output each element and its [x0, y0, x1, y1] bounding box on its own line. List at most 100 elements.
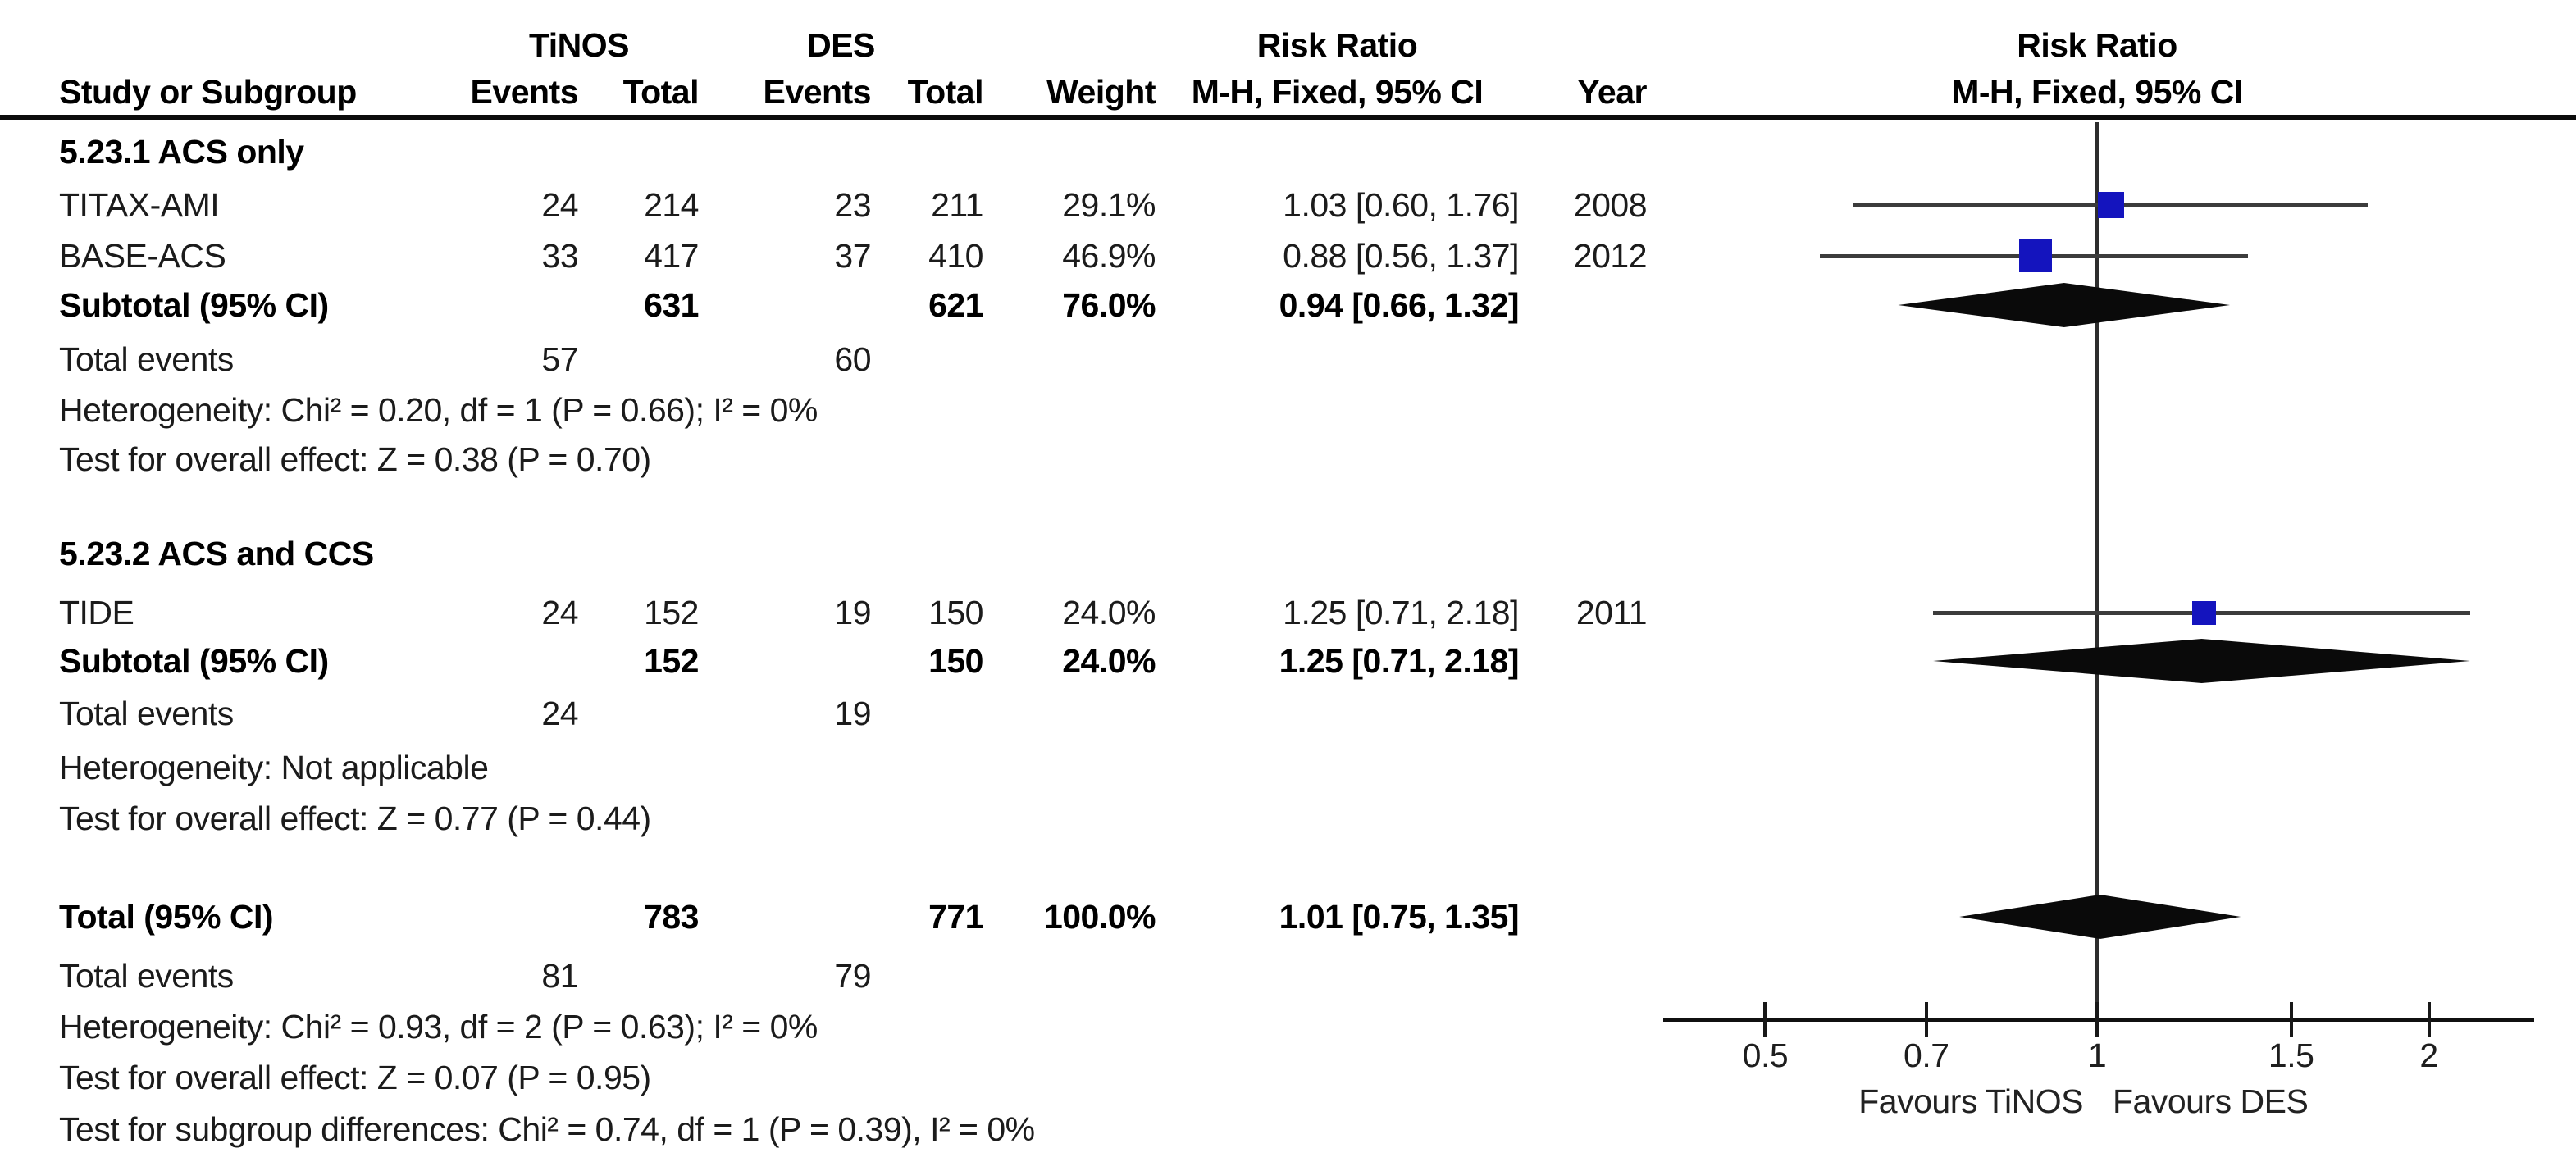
overall-effect-line-overall: Test for overall effect: Z = 0.07 (P = 0…	[59, 1059, 651, 1096]
axis-tick-label: 1	[2087, 1037, 2107, 1074]
total-tinos: 214	[644, 186, 699, 224]
subgroup-differences-line: Test for subgroup differences: Chi² = 0.…	[59, 1110, 1035, 1148]
total-events-tinos: 57	[541, 340, 578, 378]
total-events-des: 19	[834, 695, 871, 732]
total-des: 150	[928, 594, 983, 631]
subtotal-row-acs-only: Subtotal (95% CI) 631 621 76.0% 0.94 [0.…	[59, 284, 1647, 326]
overall-effect-line-acs-only: Test for overall effect: Z = 0.38 (P = 0…	[59, 440, 651, 478]
total-events-row-acs-only: Total events 57 60	[59, 338, 1647, 380]
column-header-group-tinos: TiNOS	[528, 26, 630, 64]
total-row: Total (95% CI) 783 771 100.0% 1.01 [0.75…	[59, 895, 1647, 938]
total-des: 211	[931, 186, 983, 224]
subtotal-row-acs-and-ccs: Subtotal (95% CI) 152 150 24.0% 1.25 [0.…	[59, 640, 1647, 682]
study-row-tide: TIDE 24 152 19 150 24.0% 1.25 [0.71, 2.1…	[59, 591, 1648, 634]
column-header-study: Study or Subgroup	[59, 73, 357, 111]
total-weight: 100.0%	[1043, 898, 1156, 936]
axis-tick	[2289, 1002, 2293, 1037]
events-des: 19	[834, 594, 871, 631]
subtotal-total-tinos: 631	[644, 286, 699, 324]
subtotal-total-des: 150	[928, 642, 983, 680]
axis-tick-label: 1.5	[2268, 1037, 2314, 1074]
year: 2011	[1575, 594, 1648, 631]
column-header-weight: Weight	[1046, 73, 1156, 111]
total-events-des: 60	[834, 340, 871, 378]
axis-tick	[2427, 1002, 2431, 1037]
subtotal-weight: 76.0%	[1062, 286, 1156, 324]
total-tinos: 152	[644, 594, 699, 631]
total-events-label: Total events	[59, 340, 234, 378]
column-header-method: M-H, Fixed, 95% CI	[1191, 73, 1484, 111]
weight: 24.0%	[1062, 594, 1156, 631]
risk-ratio-ci: 1.25 [0.71, 2.18]	[1283, 594, 1519, 631]
plot-subtitle: M-H, Fixed, 95% CI	[1951, 73, 2243, 111]
pooled-diamond	[1933, 639, 2470, 683]
axis-tick	[2095, 1002, 2099, 1037]
plot-title: Risk Ratio	[2017, 26, 2177, 64]
heterogeneity-line-acs-only: Heterogeneity: Chi² = 0.20, df = 1 (P = …	[59, 391, 818, 429]
column-header-year: Year	[1577, 73, 1647, 111]
pooled-diamond	[1898, 283, 2231, 327]
risk-ratio-ci: 0.88 [0.56, 1.37]	[1283, 237, 1519, 275]
weight: 46.9%	[1062, 237, 1156, 275]
events-tinos: 24	[541, 594, 578, 631]
subtotal-total-tinos: 152	[644, 642, 699, 680]
column-header-effect-title: Risk Ratio	[1256, 26, 1418, 64]
subtotal-total-des: 621	[928, 286, 983, 324]
year: 2012	[1573, 237, 1648, 275]
total-events-row-acs-and-ccs: Total events 24 19	[59, 692, 1647, 735]
overall-effect-line-acs-and-ccs: Test for overall effect: Z = 0.77 (P = 0…	[59, 800, 651, 837]
risk-ratio-ci: 1.03 [0.60, 1.76]	[1283, 186, 1519, 224]
column-header-total-tinos: Total	[622, 73, 700, 111]
x-axis	[1663, 1018, 2534, 1022]
study-row-base-acs: BASE-ACS 33 417 37 410 46.9% 0.88 [0.56,…	[59, 235, 1648, 277]
study-name: TITAX-AMI	[59, 186, 220, 224]
total-events-label: Total events	[59, 695, 234, 732]
axis-tick-label: 0.7	[1904, 1037, 1949, 1074]
axis-tick-label: 0.5	[1742, 1037, 1789, 1074]
table-header-row-2: Study or Subgroup Events Total Events To…	[59, 71, 1648, 113]
column-header-events-des: Events	[763, 73, 872, 111]
axis-tick-label: 2	[2419, 1037, 2438, 1074]
axis-tick	[1763, 1002, 1767, 1037]
point-estimate-square	[2019, 239, 2053, 272]
column-header-events-tinos: Events	[470, 73, 579, 111]
subgroup-heading-acs-only: 5.23.1 ACS only	[59, 133, 304, 171]
events-des: 23	[834, 186, 871, 224]
axis-tick	[1924, 1002, 1928, 1037]
total-tinos: 417	[644, 237, 699, 275]
pooled-diamond	[1959, 895, 2241, 939]
column-header-group-des: DES	[807, 26, 875, 64]
favours-left-label: Favours TiNOS	[1858, 1082, 2083, 1120]
subtotal-risk-ratio-ci: 0.94 [0.66, 1.32]	[1279, 286, 1520, 324]
null-effect-line	[2095, 122, 2099, 1021]
events-tinos: 33	[541, 237, 578, 275]
study-name: TIDE	[59, 594, 134, 631]
total-events-tinos: 81	[541, 957, 578, 995]
heterogeneity-line-acs-and-ccs: Heterogeneity: Not applicable	[59, 749, 489, 786]
study-row-titax-ami: TITAX-AMI 24 214 23 211 29.1% 1.03 [0.60…	[59, 184, 1648, 226]
header-separator-line	[0, 115, 2576, 120]
favours-right-label: Favours DES	[2113, 1082, 2309, 1120]
total-events-des: 79	[834, 957, 871, 995]
total-des: 410	[928, 237, 983, 275]
total-events-tinos: 24	[541, 695, 578, 732]
events-des: 37	[834, 237, 871, 275]
subtotal-risk-ratio-ci: 1.25 [0.71, 2.18]	[1279, 642, 1520, 680]
column-header-total-des: Total	[907, 73, 984, 111]
subtotal-weight: 24.0%	[1062, 642, 1156, 680]
subtotal-label: Subtotal (95% CI)	[59, 642, 329, 680]
subtotal-label: Subtotal (95% CI)	[59, 286, 329, 324]
total-label: Total (95% CI)	[59, 898, 274, 936]
events-tinos: 24	[541, 186, 578, 224]
weight: 29.1%	[1062, 186, 1156, 224]
total-events-row-overall: Total events 81 79	[59, 955, 1647, 997]
total-events-label: Total events	[59, 957, 234, 995]
point-estimate-square	[2191, 600, 2216, 625]
total-total-tinos: 783	[644, 898, 699, 936]
subgroup-heading-acs-and-ccs: 5.23.2 ACS and CCS	[59, 535, 374, 572]
year: 2008	[1573, 186, 1648, 224]
table-header-row-1: TiNOS DES Risk Ratio	[59, 24, 1647, 66]
total-total-des: 771	[928, 898, 983, 936]
